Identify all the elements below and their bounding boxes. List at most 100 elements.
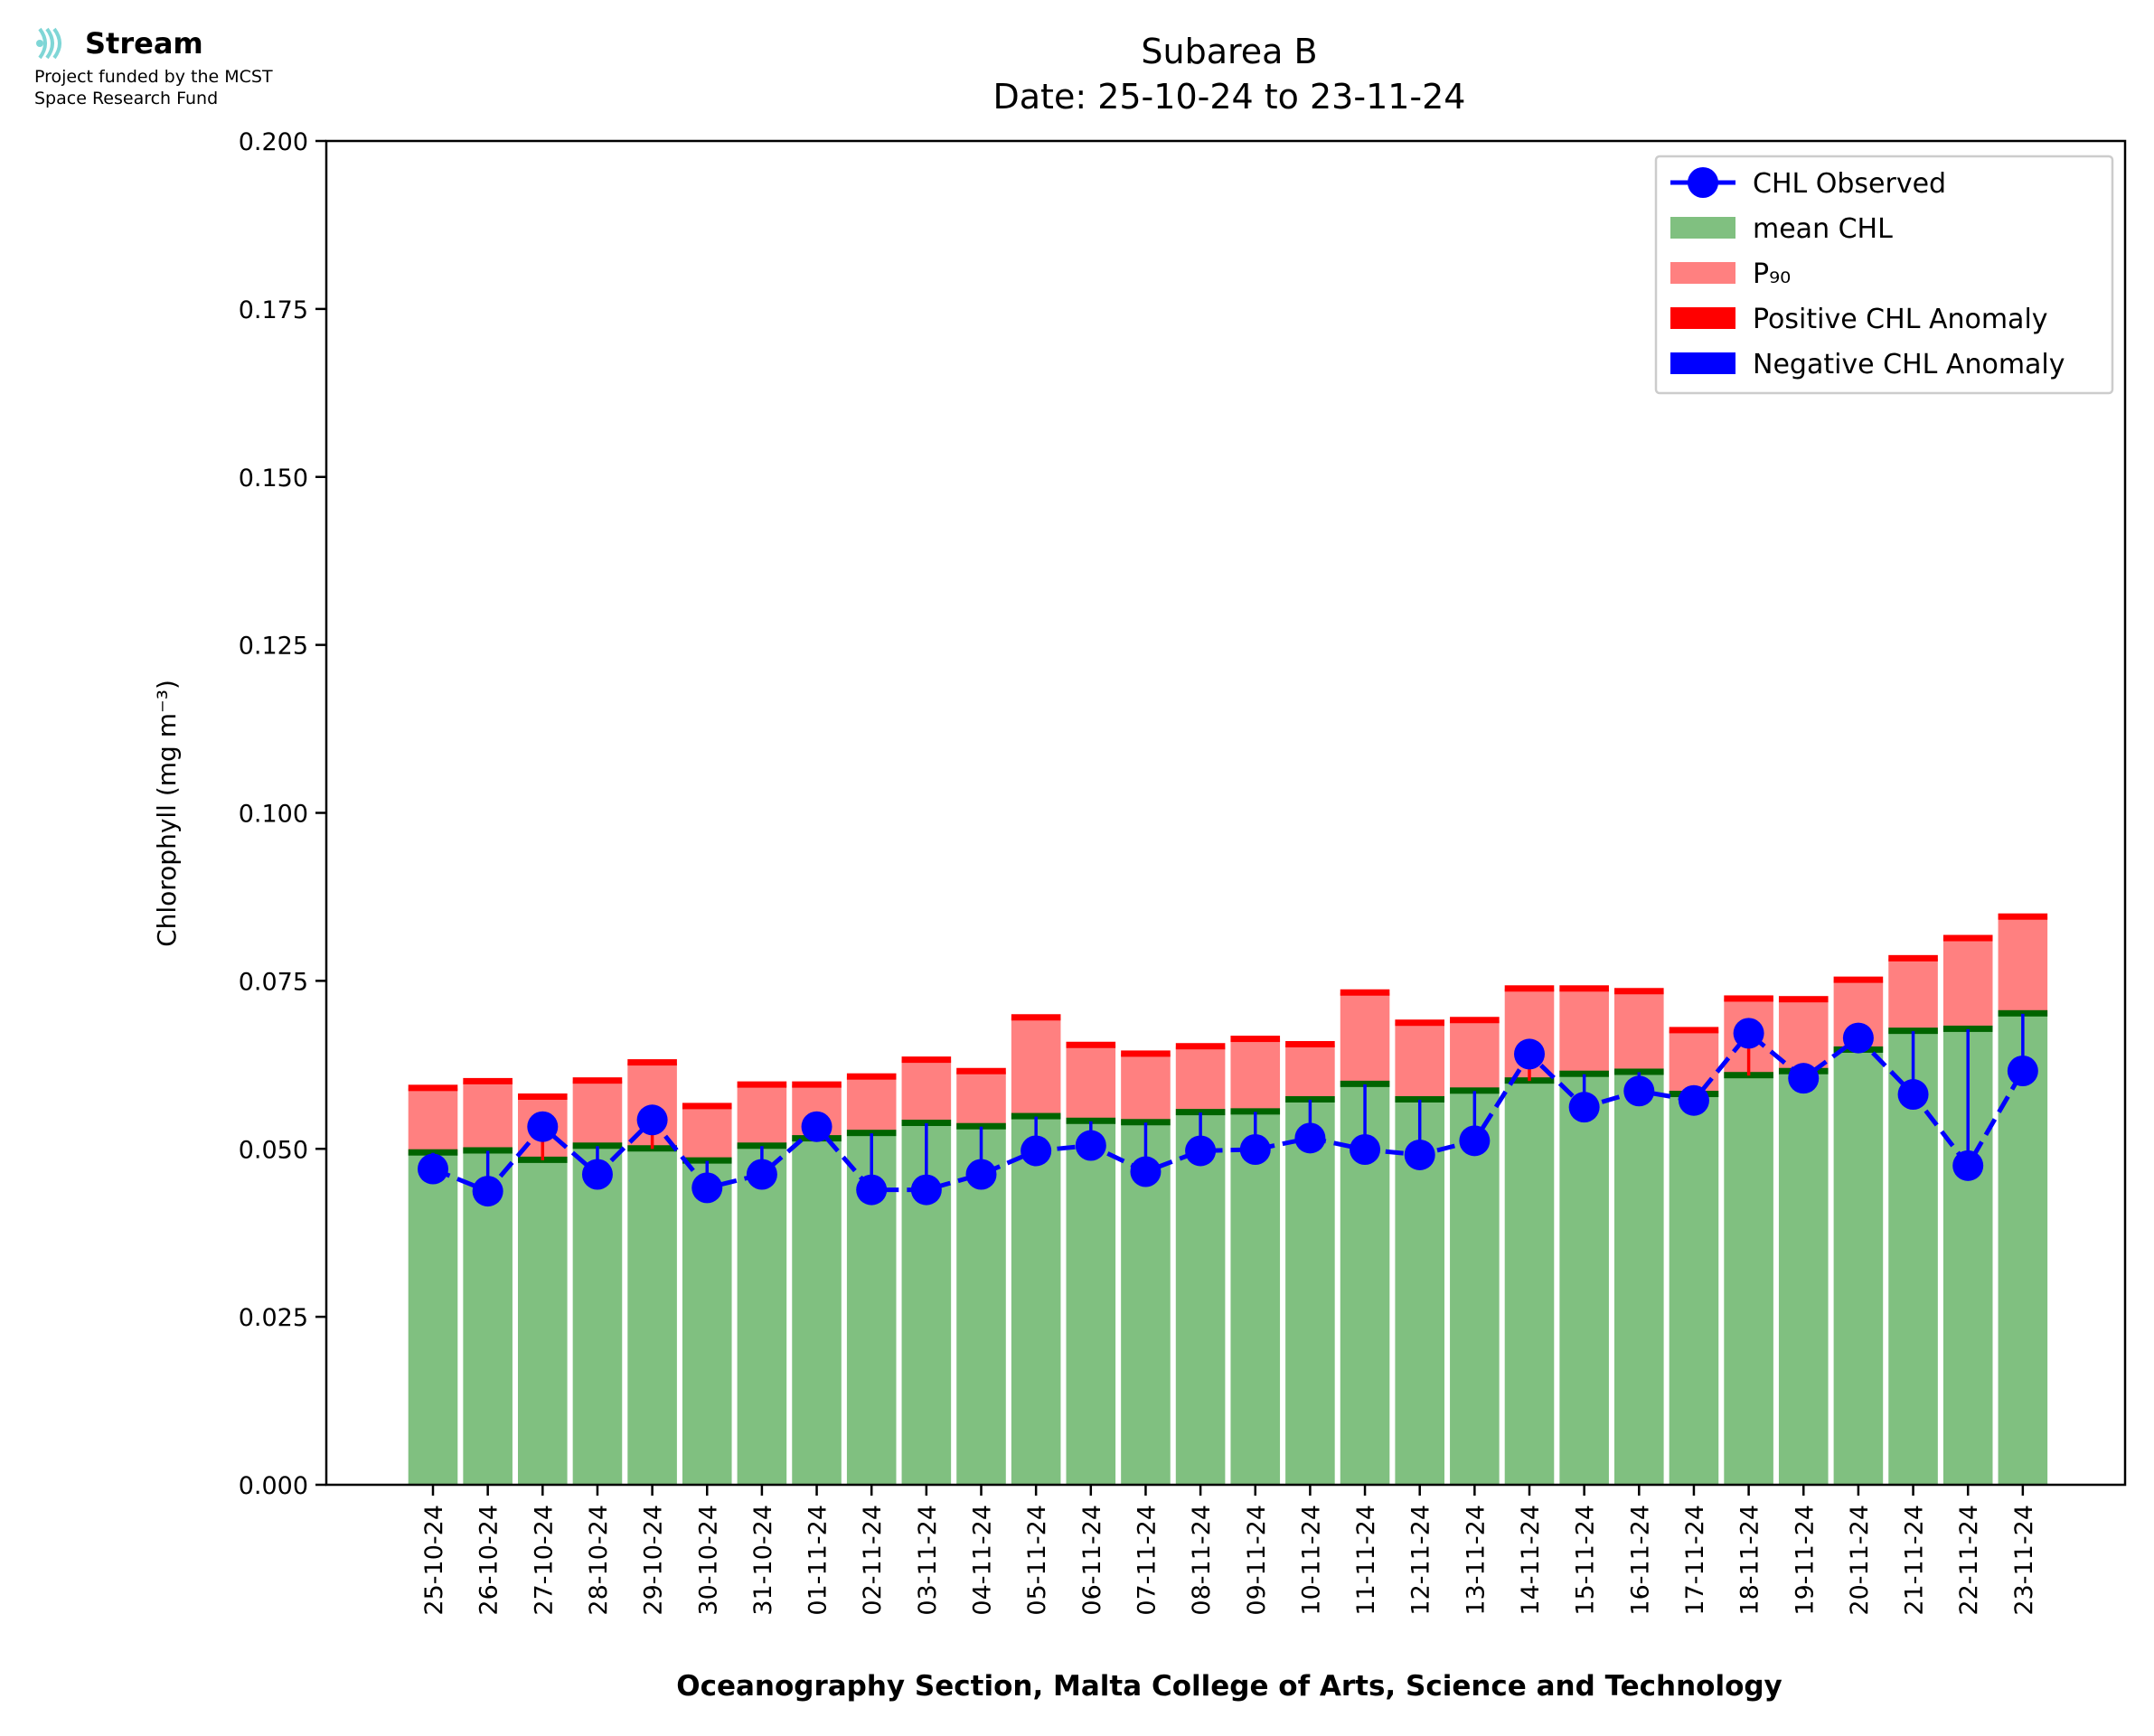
- x-tick-label: 07-11-24: [1133, 1505, 1161, 1616]
- p90-line: [846, 1073, 897, 1080]
- mean-chl-bar: [1778, 1071, 1829, 1485]
- chl-observed-point: [1185, 1135, 1217, 1167]
- p90-line: [463, 1077, 513, 1084]
- logo-subtitle-line1: Project funded by the MCST: [34, 67, 273, 87]
- chl-observed-point: [1350, 1133, 1381, 1165]
- x-tick-label: 30-10-24: [694, 1505, 722, 1616]
- chl-observed-point: [1514, 1038, 1545, 1070]
- y-tick-label: 0.050: [239, 1136, 308, 1164]
- stream-logo-icon: [36, 27, 61, 60]
- x-tick-label: 14-11-24: [1517, 1505, 1545, 1616]
- p90-line: [956, 1067, 1006, 1074]
- x-tick-label: 31-10-24: [749, 1505, 777, 1616]
- p90-bar: [682, 1106, 732, 1161]
- plot-frame: [325, 139, 2127, 1487]
- mean-chl-bar: [1230, 1112, 1281, 1485]
- p90-line: [1942, 934, 1993, 942]
- p90-line: [792, 1081, 842, 1088]
- p90-bar: [1066, 1045, 1116, 1121]
- mean-chl-line: [901, 1119, 952, 1126]
- legend-label: mean CHL: [1753, 213, 1893, 245]
- p90-bar: [1942, 938, 1993, 1029]
- p90-line: [518, 1093, 568, 1101]
- p90-bar: [1230, 1039, 1281, 1112]
- x-tick-label: 13-11-24: [1462, 1505, 1490, 1616]
- chl-observed-point: [636, 1104, 668, 1136]
- mean-chl-bar: [572, 1146, 623, 1485]
- chl-observed-point: [1842, 1022, 1874, 1054]
- chl-observed-point: [1294, 1122, 1326, 1154]
- mean-chl-bar: [1011, 1116, 1061, 1485]
- mean-chl-line: [1011, 1112, 1061, 1120]
- p90-bar: [1011, 1018, 1061, 1117]
- mean-chl-line: [1230, 1108, 1281, 1115]
- p90-line: [1669, 1027, 1719, 1034]
- mean-chl-line: [1614, 1068, 1664, 1075]
- x-tick-label: 12-11-24: [1407, 1505, 1435, 1616]
- mean-chl-line: [1340, 1080, 1390, 1087]
- p90-line: [1888, 954, 1938, 962]
- p90-line: [572, 1077, 623, 1084]
- x-tick-label: 29-10-24: [640, 1505, 668, 1616]
- p90-line: [737, 1081, 787, 1088]
- legend-label: P₉₀: [1753, 258, 1791, 290]
- mean-chl-bar: [408, 1152, 458, 1485]
- chl-observed-point: [1130, 1156, 1162, 1187]
- x-tick-label: 09-11-24: [1243, 1505, 1271, 1616]
- chart-title: Subarea B: [1141, 32, 1317, 71]
- chl-observed-point: [965, 1159, 997, 1190]
- mean-chl-bar: [1998, 1013, 2048, 1485]
- p90-line: [1450, 1017, 1500, 1024]
- p90-line: [1724, 995, 1773, 1002]
- x-tick-label: 04-11-24: [969, 1505, 997, 1616]
- p90-bar: [1395, 1023, 1444, 1100]
- p90-bar: [1121, 1054, 1171, 1123]
- y-tick-label: 0.000: [239, 1472, 308, 1500]
- mean-chl-bar: [737, 1146, 787, 1485]
- p90-bar: [1778, 999, 1829, 1072]
- mean-chl-line: [846, 1130, 897, 1137]
- x-axis-label: Oceanography Section, Malta College of A…: [676, 1670, 1782, 1703]
- legend-box: [1654, 155, 2114, 395]
- mean-chl-bar: [1066, 1121, 1116, 1485]
- x-tick-label: 02-11-24: [859, 1505, 887, 1616]
- p90-line: [1559, 985, 1609, 992]
- x-tick-label: 25-10-24: [420, 1505, 448, 1616]
- chl-observed-point: [1404, 1139, 1435, 1170]
- mean-chl-line: [1285, 1095, 1335, 1103]
- x-tick-label: 11-11-24: [1352, 1505, 1380, 1616]
- p90-line: [627, 1059, 677, 1066]
- x-tick-label: 17-11-24: [1681, 1505, 1709, 1616]
- x-tick-label: 20-11-24: [1846, 1505, 1874, 1616]
- chl-observed-point: [472, 1176, 503, 1207]
- chart-subtitle: Date: 25-10-24 to 23-11-24: [993, 77, 1466, 117]
- chl-observed-point: [2007, 1056, 2038, 1087]
- chl-observed-point: [856, 1174, 888, 1206]
- mean-chl-line: [1998, 1009, 2048, 1017]
- x-tick-label: 06-11-24: [1078, 1505, 1106, 1616]
- p90-bar: [901, 1060, 952, 1123]
- y-tick-label: 0.175: [239, 296, 308, 324]
- p90-bar: [1175, 1046, 1226, 1113]
- x-tick-label: 18-11-24: [1736, 1505, 1764, 1616]
- p90-bar: [846, 1076, 897, 1134]
- p90-line: [1778, 996, 1829, 1003]
- x-tick-label: 21-11-24: [1901, 1505, 1929, 1616]
- p90-bar: [1559, 989, 1609, 1074]
- p90-bar: [1614, 991, 1664, 1073]
- mean-chl-bar: [1614, 1072, 1664, 1485]
- chl-observed-point: [527, 1111, 559, 1142]
- legend-patch-swatch: [1670, 217, 1735, 239]
- x-tick-label: 28-10-24: [585, 1505, 613, 1616]
- mean-chl-line: [1066, 1117, 1116, 1124]
- p90-line: [408, 1084, 458, 1092]
- mean-chl-line: [1175, 1109, 1226, 1116]
- y-tick-label: 0.075: [239, 968, 308, 996]
- chl-observed-point: [746, 1159, 777, 1190]
- mean-chl-line: [1395, 1095, 1444, 1103]
- y-tick-label: 0.150: [239, 464, 308, 493]
- mean-chl-bar: [1833, 1049, 1884, 1485]
- chl-observed-point: [1239, 1133, 1271, 1165]
- y-tick-label: 0.125: [239, 633, 308, 661]
- y-tick-label: 0.025: [239, 1304, 308, 1332]
